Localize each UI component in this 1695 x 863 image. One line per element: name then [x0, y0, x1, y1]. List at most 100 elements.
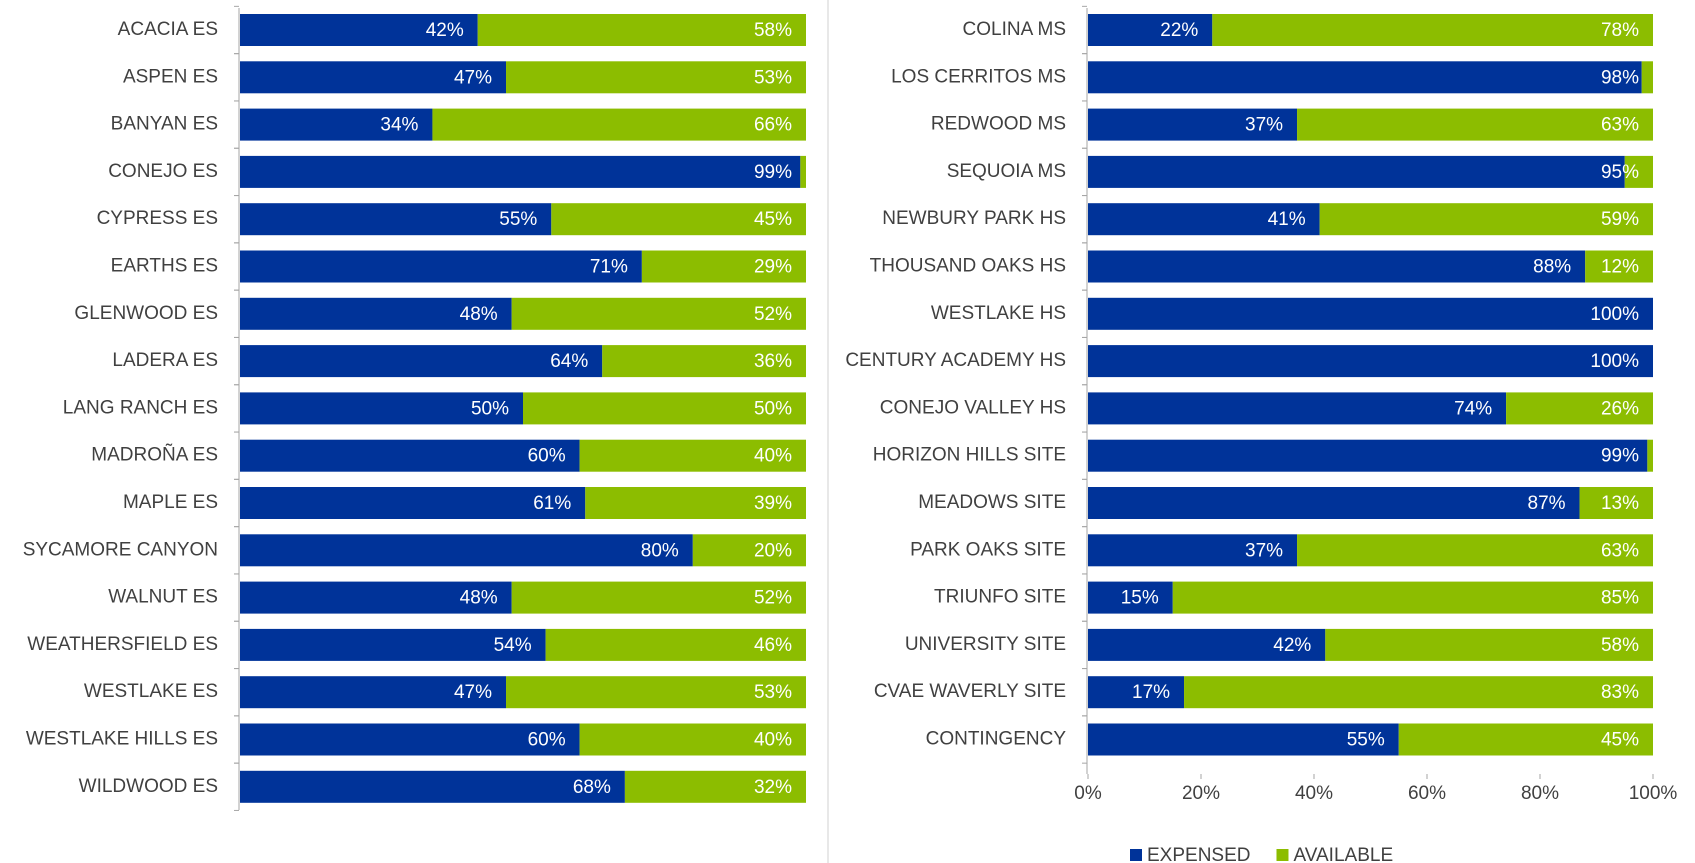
data-label: 40%	[754, 446, 792, 467]
bar-segment	[692, 534, 806, 567]
x-tick-label: 0%	[1074, 783, 1102, 804]
y-tick-label: CONEJO ES	[108, 161, 218, 182]
bar-segment	[1398, 723, 1653, 756]
data-label: 58%	[1601, 635, 1639, 656]
y-tick-label: WEATHERSFIELD ES	[27, 634, 218, 655]
data-label: 99%	[1601, 446, 1639, 467]
y-tick-label: CYPRESS ES	[97, 208, 218, 229]
bar-segment	[240, 439, 580, 472]
bar-segment	[1641, 61, 1653, 94]
y-tick-label: MEADOWS SITE	[918, 492, 1066, 513]
data-label: 48%	[460, 304, 498, 325]
bar-segment	[1088, 14, 1213, 46]
bar-segment	[1297, 534, 1653, 567]
bar-segment	[1088, 108, 1298, 141]
data-label: 32%	[754, 777, 792, 798]
legend-swatch	[1276, 849, 1289, 861]
data-label: 42%	[426, 20, 464, 41]
data-label: 47%	[454, 67, 492, 88]
data-label: 60%	[528, 730, 566, 751]
data-label: 47%	[454, 682, 492, 703]
y-tick-label: CVAE WAVERLY SITE	[874, 681, 1066, 702]
y-tick-label: PARK OAKS SITE	[910, 539, 1066, 560]
bar-segment	[1088, 723, 1399, 756]
y-tick-label: WESTLAKE ES	[84, 681, 218, 702]
legend-swatch	[1130, 849, 1142, 861]
bar-segment	[240, 770, 625, 803]
bar-segment	[1088, 534, 1298, 567]
data-label: 53%	[754, 682, 792, 703]
data-label: 20%	[754, 540, 792, 561]
y-tick-label: WESTLAKE HILLS ES	[26, 729, 218, 750]
bar-segment	[240, 628, 546, 661]
y-tick-label: LANG RANCH ES	[63, 397, 218, 418]
bar-segment	[240, 155, 801, 188]
y-tick-label: WESTLAKE HS	[931, 303, 1066, 324]
data-label: 15%	[1121, 588, 1159, 609]
bar-segment	[1088, 61, 1642, 94]
bar-segment	[240, 297, 512, 330]
bar-segment	[240, 345, 603, 378]
data-label: 68%	[573, 777, 611, 798]
bar-segment	[511, 581, 806, 614]
bar-segment	[240, 250, 642, 283]
bar-segment	[1579, 487, 1653, 519]
bar-segment	[240, 676, 507, 709]
x-tick-label: 60%	[1408, 783, 1446, 804]
data-label: 50%	[754, 398, 792, 419]
y-tick-label: SEQUOIA MS	[947, 161, 1066, 182]
data-label: 63%	[1601, 115, 1639, 136]
bar-segment	[1088, 345, 1653, 378]
data-label: 36%	[754, 351, 792, 372]
data-label: 13%	[1601, 493, 1639, 514]
bar-segment	[506, 61, 806, 94]
bar-segment	[240, 108, 433, 141]
y-tick-label: LADERA ES	[112, 350, 218, 371]
data-label: 61%	[533, 493, 571, 514]
bar-segment	[1297, 108, 1653, 141]
y-tick-label: CONEJO VALLEY HS	[880, 397, 1066, 418]
data-label: 100%	[1590, 304, 1639, 325]
y-tick-label: SYCAMORE CANYON	[23, 539, 218, 560]
legend-label: AVAILABLE	[1293, 845, 1393, 863]
data-label: 55%	[499, 209, 537, 230]
data-label: 41%	[1268, 209, 1306, 230]
data-label: 87%	[1528, 493, 1566, 514]
y-tick-label: THOUSAND OAKS HS	[870, 256, 1066, 277]
bar-segment	[240, 487, 586, 519]
data-label: 63%	[1601, 540, 1639, 561]
y-tick-label: CENTURY ACADEMY HS	[845, 350, 1066, 371]
data-label: 45%	[754, 209, 792, 230]
data-label: 52%	[754, 304, 792, 325]
y-tick-label: MAPLE ES	[123, 492, 218, 513]
y-tick-label: TRIUNFO SITE	[934, 587, 1066, 608]
data-label: 95%	[1601, 162, 1639, 183]
data-label: 22%	[1160, 20, 1198, 41]
bar-segment	[432, 108, 806, 141]
y-tick-label: NEWBURY PARK HS	[882, 208, 1066, 229]
bar-segment	[511, 297, 806, 330]
data-label: 39%	[754, 493, 792, 514]
y-tick-label: CONTINGENCY	[926, 729, 1067, 750]
bar-segment	[1624, 155, 1653, 188]
data-label: 17%	[1132, 682, 1170, 703]
bar-segment	[624, 770, 806, 803]
bar-segment	[477, 14, 806, 46]
bar-segment	[240, 581, 512, 614]
bar-segment	[1172, 581, 1653, 614]
data-label: 83%	[1601, 682, 1639, 703]
data-label: 71%	[590, 257, 628, 278]
bar-segment	[523, 392, 806, 425]
data-label: 46%	[754, 635, 792, 656]
bar-segment	[240, 723, 580, 756]
bar-segment	[240, 14, 478, 46]
bar-segment	[602, 345, 806, 378]
x-tick-label: 80%	[1521, 783, 1559, 804]
bar-segment	[545, 628, 806, 661]
data-label: 54%	[494, 635, 532, 656]
bar-segment	[579, 439, 806, 472]
bar-segment	[641, 250, 806, 283]
bar-segment	[585, 487, 806, 519]
data-label: 29%	[754, 257, 792, 278]
